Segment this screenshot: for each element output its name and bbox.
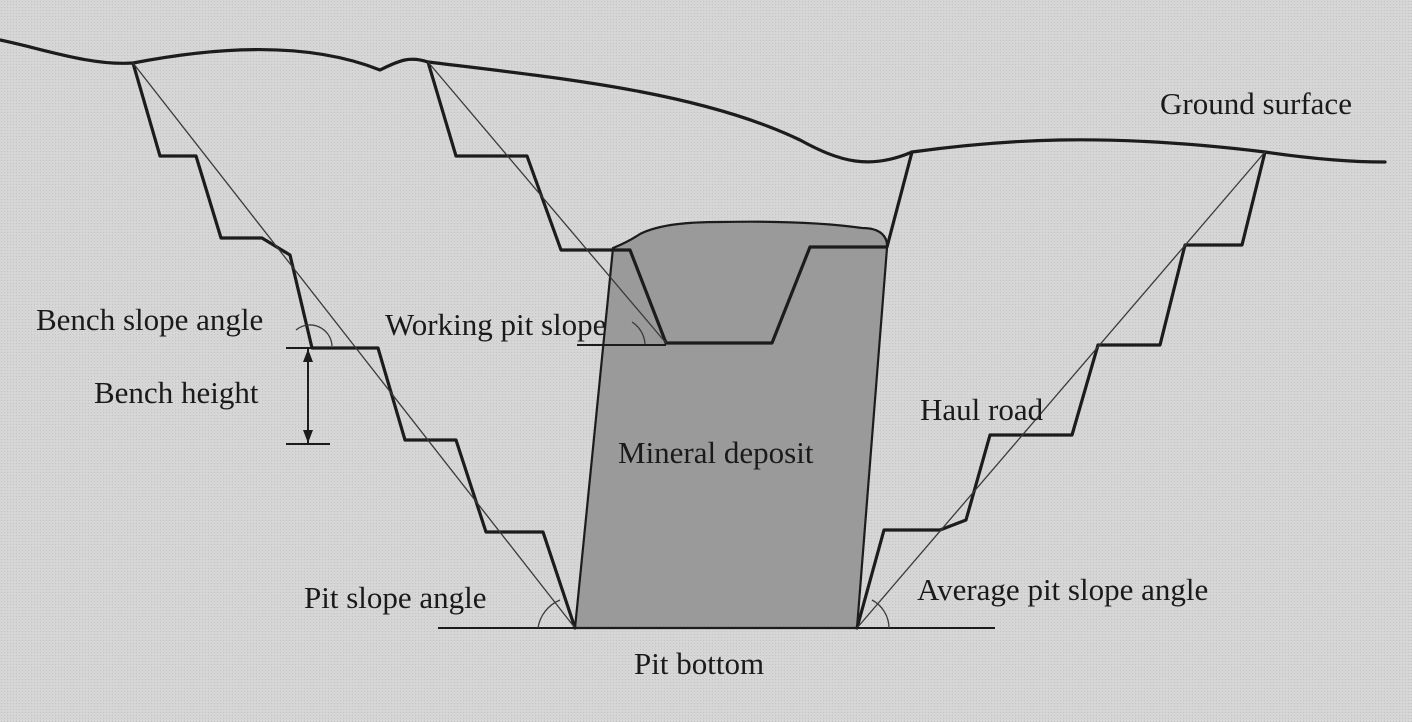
bench-height-arrow-down (303, 430, 313, 443)
average-pit-slope-angle-arc (871, 599, 890, 629)
ground-surface-label: Ground surface (1160, 86, 1352, 121)
left-average-slope-line (132, 62, 576, 629)
average-pit-slope-angle-label: Average pit slope angle (917, 572, 1208, 607)
bench-slope-angle-arc (295, 324, 333, 347)
mineral-deposit-label: Mineral deposit (618, 435, 814, 470)
bench-height-label: Bench height (94, 375, 259, 410)
working-slope-angle-arc (631, 321, 646, 345)
working-pit-slope-label: Working pit slope (385, 307, 606, 342)
bench-height-arrow-up (303, 349, 313, 362)
pit-slope-angle-arc (537, 599, 561, 629)
mineral-deposit-body (573, 220, 889, 630)
haul-road-label: Haul road (920, 392, 1044, 427)
ground-surface-line (0, 38, 1387, 164)
bench-slope-angle-label: Bench slope angle (36, 302, 263, 337)
working-bench-steps (426, 60, 914, 345)
right-bench-steps (855, 150, 1267, 630)
working-slope-line (427, 61, 667, 344)
pit-bottom-label: Pit bottom (634, 646, 764, 681)
pit-slope-angle-label: Pit slope angle (304, 580, 487, 615)
right-average-slope-line (856, 151, 1266, 629)
